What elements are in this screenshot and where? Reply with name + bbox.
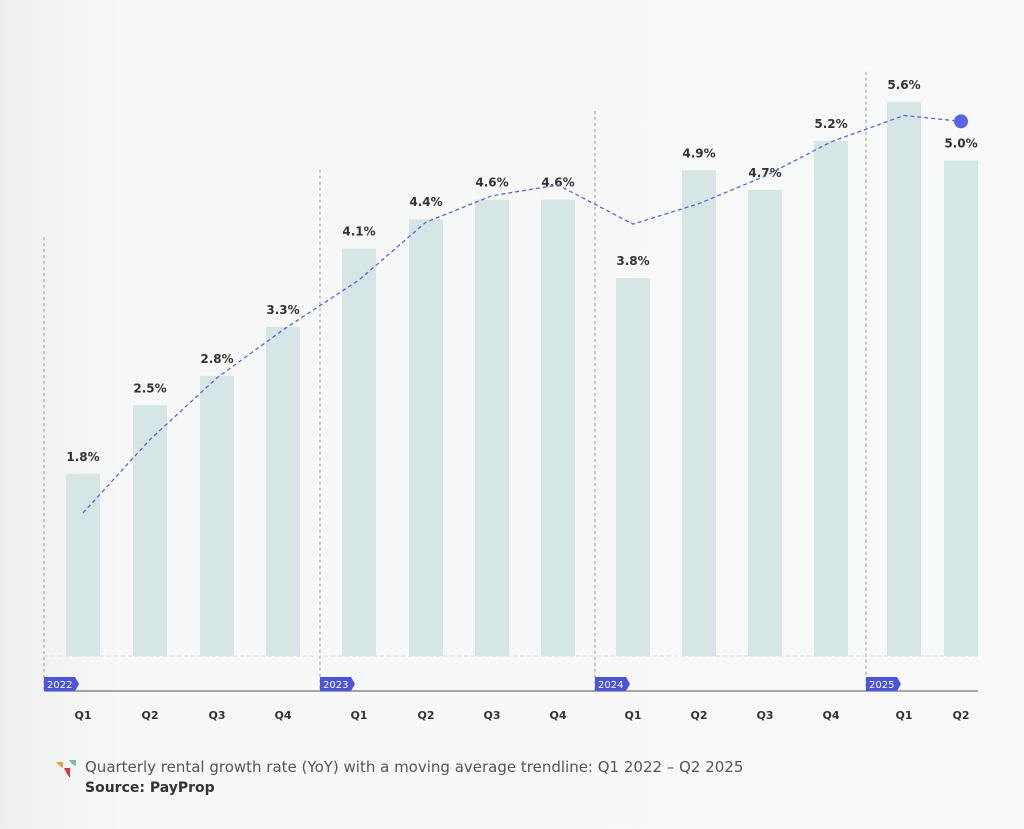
- data-label: 4.9%: [682, 146, 715, 160]
- chart-source: Source: PayProp: [85, 780, 215, 796]
- data-label: 2.8%: [200, 352, 233, 366]
- year-tag-label: 2023: [323, 680, 348, 691]
- bar: [616, 277, 650, 656]
- year-tag: [44, 677, 79, 691]
- data-label: 4.6%: [541, 176, 574, 190]
- x-tick-label: Q4: [274, 709, 291, 722]
- year-tag: [320, 677, 355, 691]
- x-tick-label: Q2: [690, 709, 707, 722]
- year-tag-label: 2024: [598, 680, 623, 691]
- trendline-endpoint: [954, 114, 968, 129]
- bar: [133, 405, 167, 656]
- x-tick-label: Q1: [350, 709, 367, 722]
- x-tick-label: Q2: [417, 709, 434, 722]
- x-tick-label: Q3: [208, 709, 225, 722]
- bar: [944, 160, 978, 656]
- data-label: 3.8%: [616, 254, 649, 268]
- x-tick-label: Q1: [895, 709, 912, 722]
- bar: [475, 199, 509, 656]
- x-tick-label: Q4: [549, 709, 566, 722]
- bar: [682, 170, 716, 657]
- x-tick-label: Q3: [483, 709, 500, 722]
- data-label: 2.5%: [133, 381, 166, 395]
- bar: [200, 375, 234, 656]
- data-label: 5.6%: [887, 78, 920, 92]
- year-tag: [595, 677, 630, 691]
- bar: [814, 140, 848, 657]
- bar: [66, 473, 100, 656]
- x-tick-label: Q2: [141, 709, 158, 722]
- data-label: 4.6%: [475, 176, 508, 190]
- data-label: 4.1%: [342, 225, 375, 239]
- x-tick-label: Q1: [74, 709, 91, 722]
- payprop-logo-icon: [56, 760, 76, 778]
- data-label: 4.4%: [409, 195, 442, 209]
- data-label: 1.8%: [66, 450, 99, 464]
- bar: [266, 326, 300, 656]
- bar: [342, 248, 376, 657]
- year-tag-label: 2022: [47, 680, 72, 691]
- bar: [887, 101, 921, 656]
- data-label: 4.7%: [748, 166, 781, 180]
- bar: [409, 219, 443, 657]
- year-tag: [866, 677, 901, 691]
- x-tick-label: Q4: [822, 709, 839, 722]
- data-label: 5.0%: [944, 137, 977, 151]
- data-label: 5.2%: [814, 117, 847, 131]
- data-label: 3.3%: [266, 303, 299, 317]
- x-tick-label: Q1: [624, 709, 641, 722]
- trendline: [82, 114, 962, 514]
- x-tick-label: Q3: [756, 709, 773, 722]
- x-tick-label: Q2: [952, 709, 969, 722]
- chart-caption: Quarterly rental growth rate (YoY) with …: [85, 758, 744, 776]
- year-tag-label: 2025: [869, 680, 894, 691]
- bar: [748, 189, 782, 656]
- bar: [541, 199, 575, 656]
